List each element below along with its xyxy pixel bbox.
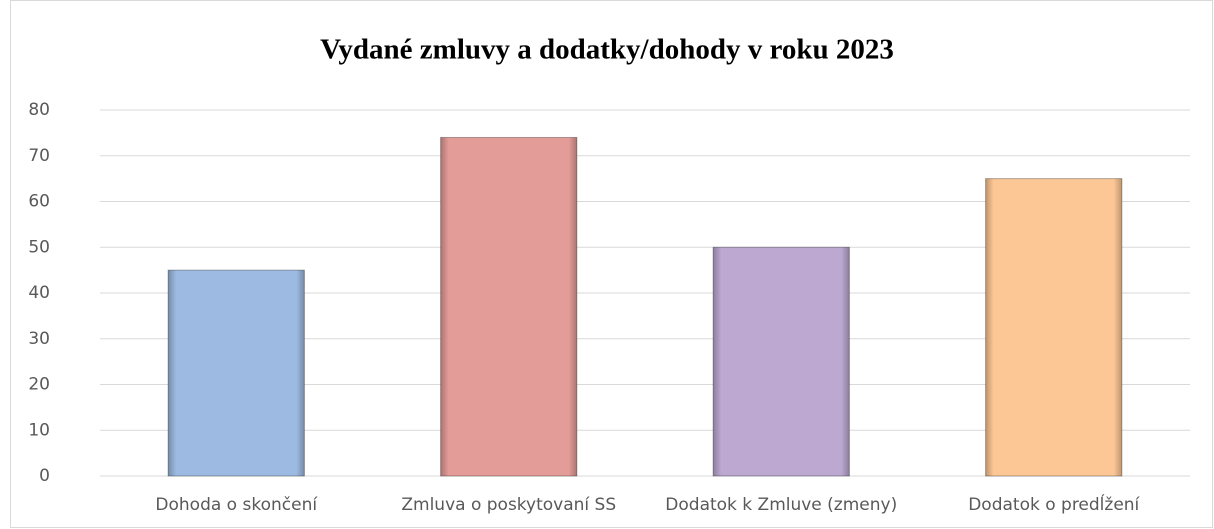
y-tick-label: 20 xyxy=(28,375,50,395)
y-tick-label: 80 xyxy=(28,100,50,120)
bar xyxy=(440,136,578,477)
y-tick-label: 10 xyxy=(28,420,50,440)
x-tick-label: Dohoda o skončení xyxy=(155,495,318,515)
y-tick-label: 30 xyxy=(28,329,50,349)
bar xyxy=(985,178,1123,477)
bar xyxy=(712,246,850,477)
y-tick-label: 70 xyxy=(28,146,50,166)
chart-title: Vydané zmluvy a dodatky/dohody v roku 20… xyxy=(320,34,894,66)
y-tick-label: 0 xyxy=(39,466,50,486)
bar xyxy=(167,269,305,477)
y-tick-label: 60 xyxy=(28,192,50,212)
y-tick-label: 40 xyxy=(28,283,50,303)
x-tick-label: Zmluva o poskytovaní SS xyxy=(401,495,616,515)
x-tick-label: Dodatok o predĺžení xyxy=(968,493,1140,515)
y-tick-label: 50 xyxy=(28,237,50,257)
x-tick-label: Dodatok k Zmluve (zmeny) xyxy=(665,495,897,515)
